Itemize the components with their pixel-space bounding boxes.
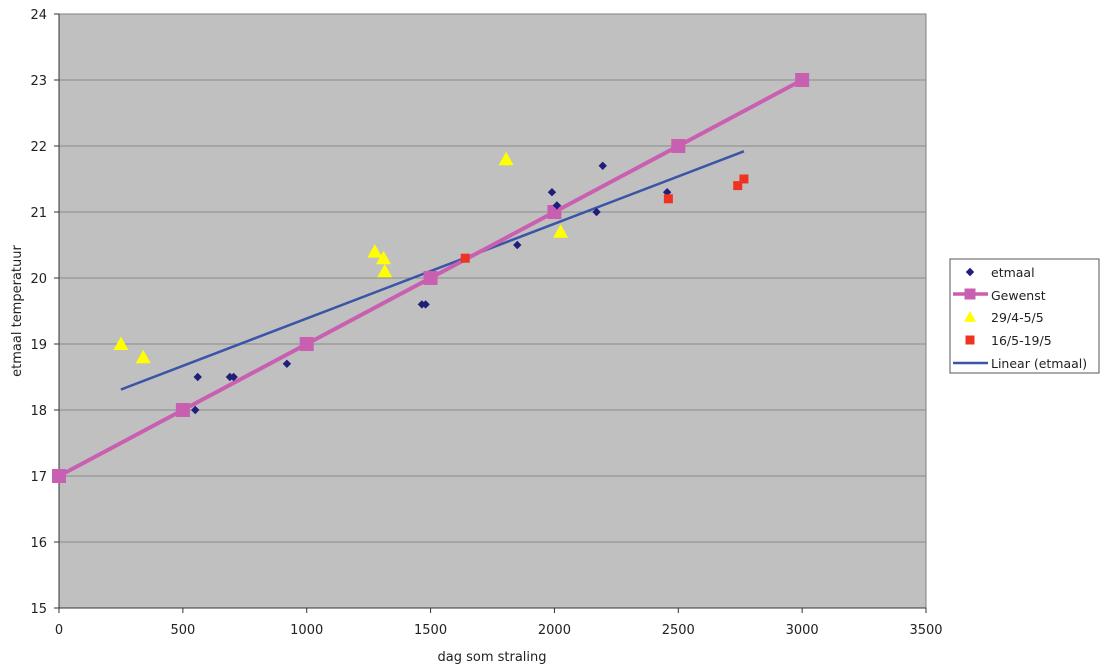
legend-box bbox=[949, 258, 1100, 374]
etmaal-point bbox=[552, 201, 562, 210]
gewenst-point bbox=[299, 337, 314, 351]
legend-symbol-red bbox=[965, 335, 975, 345]
red-point bbox=[739, 174, 749, 184]
legend-symbol-gewenst bbox=[964, 288, 976, 300]
triangle-point bbox=[376, 250, 392, 265]
gewenst-point bbox=[175, 403, 190, 417]
linear-trendline bbox=[120, 150, 745, 391]
x-axis-label: dag som straling bbox=[437, 650, 546, 665]
triangle-point bbox=[113, 336, 129, 350]
etmaal-point bbox=[592, 207, 601, 217]
gewenst-point bbox=[423, 271, 438, 285]
x-tick-label: 2500 bbox=[662, 623, 695, 638]
series-layer bbox=[52, 73, 810, 483]
legend-label-16-5-19-5: 16/5-19/5 bbox=[991, 333, 1052, 348]
legend-symbol-etmaal bbox=[965, 267, 975, 277]
x-tick-label: 1500 bbox=[414, 623, 447, 638]
etmaal-point bbox=[191, 405, 200, 415]
red-point bbox=[733, 181, 743, 191]
triangle-point bbox=[553, 224, 569, 238]
x-tick-label: 1000 bbox=[290, 623, 323, 638]
etmaal-point bbox=[282, 359, 292, 368]
triangle-point bbox=[498, 151, 514, 166]
x-tick-label: 2000 bbox=[538, 623, 571, 638]
y-axis-label: etmaal temperatuur bbox=[10, 245, 25, 377]
x-tick-label: 3000 bbox=[786, 623, 819, 638]
x-tick-label: 0 bbox=[55, 623, 63, 638]
y-tick-label: 22 bbox=[30, 140, 47, 155]
legend-label-linear: Linear (etmaal) bbox=[991, 356, 1087, 371]
x-axis: 0 500 1000 1500 2000 2500 3000 3500 bbox=[55, 607, 943, 638]
y-axis: 15 16 17 18 19 20 21 22 23 24 bbox=[30, 8, 60, 617]
legend-items bbox=[953, 267, 988, 365]
triangle-point bbox=[367, 244, 383, 258]
etmaal-point bbox=[229, 372, 238, 382]
legend-label-29-4-5-5: 29/4-5/5 bbox=[991, 310, 1044, 325]
legend: etmaal Gewenst 29/4-5/5 16/5-19/5 Linear… bbox=[949, 258, 1100, 374]
y-tick-label: 21 bbox=[30, 206, 47, 221]
y-tick-label: 24 bbox=[30, 8, 47, 23]
gridlines bbox=[59, 79, 926, 543]
gewenst-point bbox=[52, 469, 66, 483]
triangle-point bbox=[377, 263, 393, 278]
etmaal-point bbox=[547, 188, 557, 197]
legend-label-gewenst: Gewenst bbox=[991, 288, 1046, 303]
etmaal-point bbox=[662, 188, 672, 197]
x-tick-label: 500 bbox=[170, 623, 195, 638]
y-tick-label: 16 bbox=[30, 536, 47, 551]
y-tick-label: 18 bbox=[30, 404, 47, 419]
etmaal-point bbox=[513, 240, 522, 250]
red-point bbox=[663, 194, 673, 204]
series-etmaal bbox=[191, 161, 672, 415]
series-29-4-5-5 bbox=[113, 151, 569, 364]
legend-symbol-triangle bbox=[964, 311, 976, 322]
series-16-5-19-5 bbox=[460, 174, 749, 263]
etmaal-point bbox=[421, 300, 430, 309]
red-point bbox=[460, 253, 470, 263]
plot-area bbox=[58, 13, 927, 609]
triangle-point bbox=[135, 349, 151, 364]
y-tick-label: 23 bbox=[30, 74, 47, 89]
etmaal-point bbox=[193, 372, 202, 382]
y-tick-label: 15 bbox=[30, 602, 47, 617]
y-tick-label: 19 bbox=[30, 338, 47, 353]
series-gewenst bbox=[52, 73, 810, 483]
gewenst-point bbox=[795, 73, 810, 87]
legend-label-etmaal: etmaal bbox=[991, 265, 1035, 280]
series-linear-etmaal bbox=[120, 150, 745, 391]
etmaal-point bbox=[598, 161, 607, 170]
y-tick-label: 17 bbox=[30, 470, 47, 485]
x-tick-label: 3500 bbox=[909, 623, 942, 638]
gewenst-point bbox=[671, 139, 686, 153]
y-tick-label: 20 bbox=[30, 272, 47, 287]
